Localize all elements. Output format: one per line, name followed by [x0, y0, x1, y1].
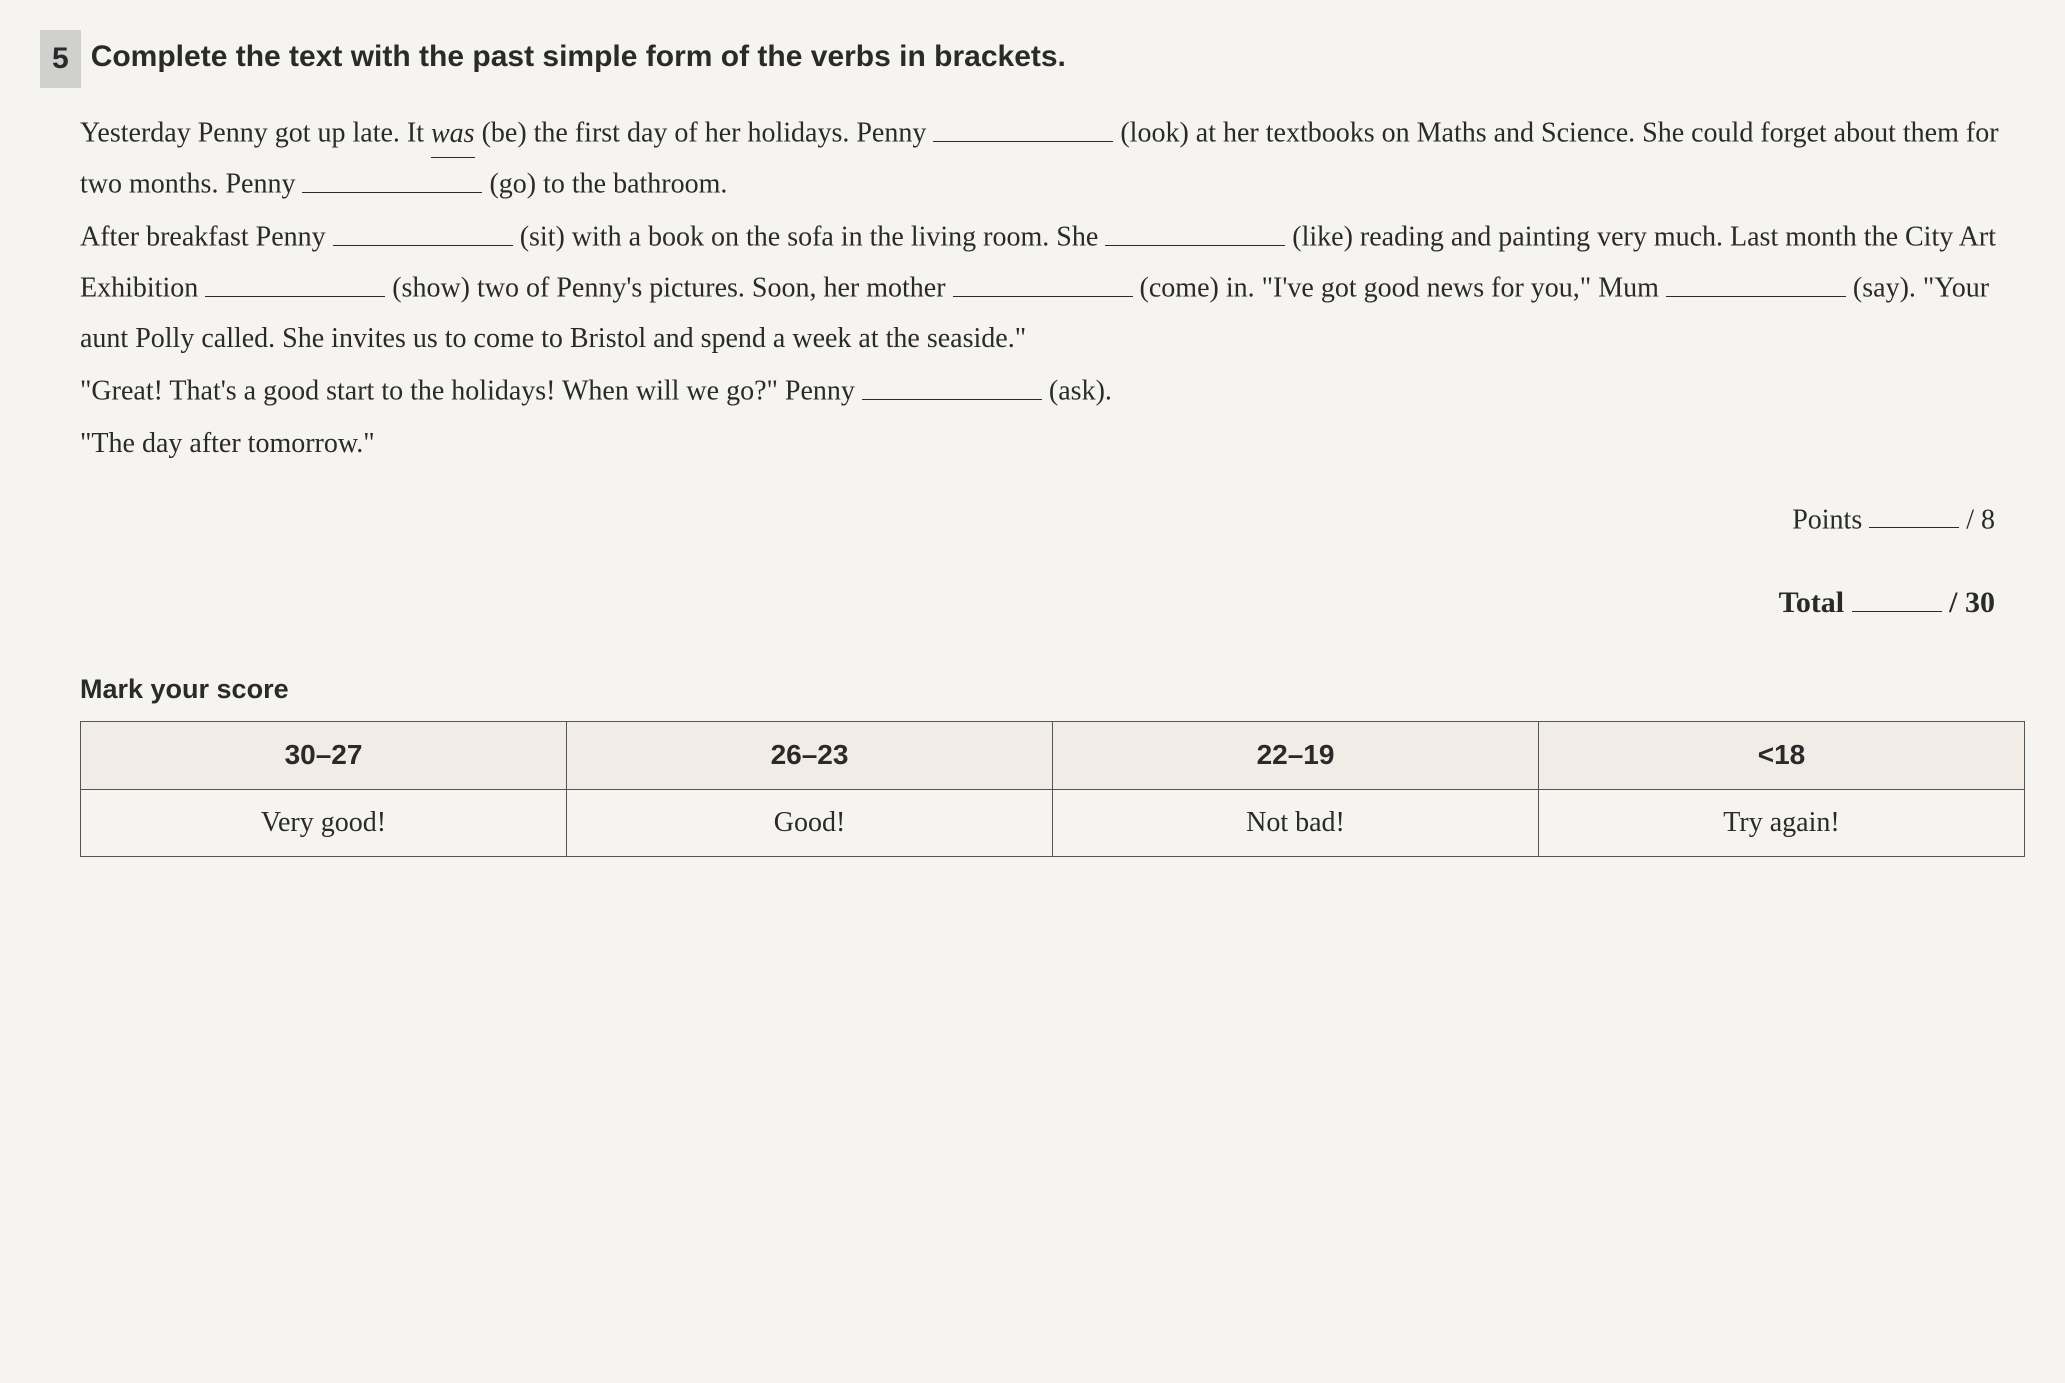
points-blank[interactable]	[1869, 495, 1959, 529]
blank-input[interactable]	[333, 212, 513, 246]
total-max: / 30	[1949, 586, 1995, 619]
blank-input[interactable]	[933, 108, 1113, 142]
blank-input[interactable]	[953, 263, 1133, 297]
score-feedback: Try again!	[1539, 789, 2025, 856]
text-fragment: (be) the first day of her holidays. Penn…	[475, 118, 934, 149]
exercise-number: 5	[40, 30, 81, 88]
exercise-header: 5 Complete the text with the past simple…	[40, 30, 2025, 88]
text-fragment: "Great! That's a good start to the holid…	[80, 376, 862, 407]
text-fragment: (sit) with a book on the sofa in the liv…	[513, 222, 1106, 253]
score-range: 22–19	[1053, 722, 1539, 789]
total-line: Total / 30	[40, 576, 2025, 630]
example-answer: was	[431, 109, 475, 159]
points-line: Points / 8	[40, 495, 2025, 546]
text-fragment: (go) to the bathroom.	[482, 169, 727, 200]
text-fragment: (ask).	[1042, 376, 1112, 407]
text-fragment: After breakfast Penny	[80, 222, 333, 253]
paragraph-4: "The day after tomorrow."	[80, 419, 2025, 469]
text-fragment: (come) in. "I've got good news for you,"…	[1133, 273, 1666, 304]
blank-input[interactable]	[302, 159, 482, 193]
score-feedback: Good!	[567, 789, 1053, 856]
exercise-title: Complete the text with the past simple f…	[91, 30, 1066, 84]
score-range: 26–23	[567, 722, 1053, 789]
text-fragment: Yesterday Penny got up late. It	[80, 118, 431, 149]
blank-input[interactable]	[862, 366, 1042, 400]
points-max: / 8	[1966, 504, 1995, 535]
table-header-row: 30–27 26–23 22–19 <18	[81, 722, 2025, 789]
total-label: Total	[1779, 586, 1852, 619]
blank-input[interactable]	[1666, 263, 1846, 297]
paragraph-2: After breakfast Penny (sit) with a book …	[80, 212, 2025, 364]
exercise-body: Yesterday Penny got up late. It was (be)…	[40, 108, 2025, 470]
score-table: 30–27 26–23 22–19 <18 Very good! Good! N…	[80, 721, 2025, 857]
text-fragment: (show) two of Penny's pictures. Soon, he…	[385, 273, 952, 304]
paragraph-3: "Great! That's a good start to the holid…	[80, 366, 2025, 417]
score-feedback: Very good!	[81, 789, 567, 856]
table-row: Very good! Good! Not bad! Try again!	[81, 789, 2025, 856]
total-blank[interactable]	[1852, 576, 1942, 612]
blank-input[interactable]	[205, 263, 385, 297]
score-feedback: Not bad!	[1053, 789, 1539, 856]
score-range: <18	[1539, 722, 2025, 789]
paragraph-1: Yesterday Penny got up late. It was (be)…	[80, 108, 2025, 210]
score-range: 30–27	[81, 722, 567, 789]
blank-input[interactable]	[1105, 212, 1285, 246]
points-label: Points	[1792, 504, 1869, 535]
mark-score-label: Mark your score	[40, 665, 2025, 714]
